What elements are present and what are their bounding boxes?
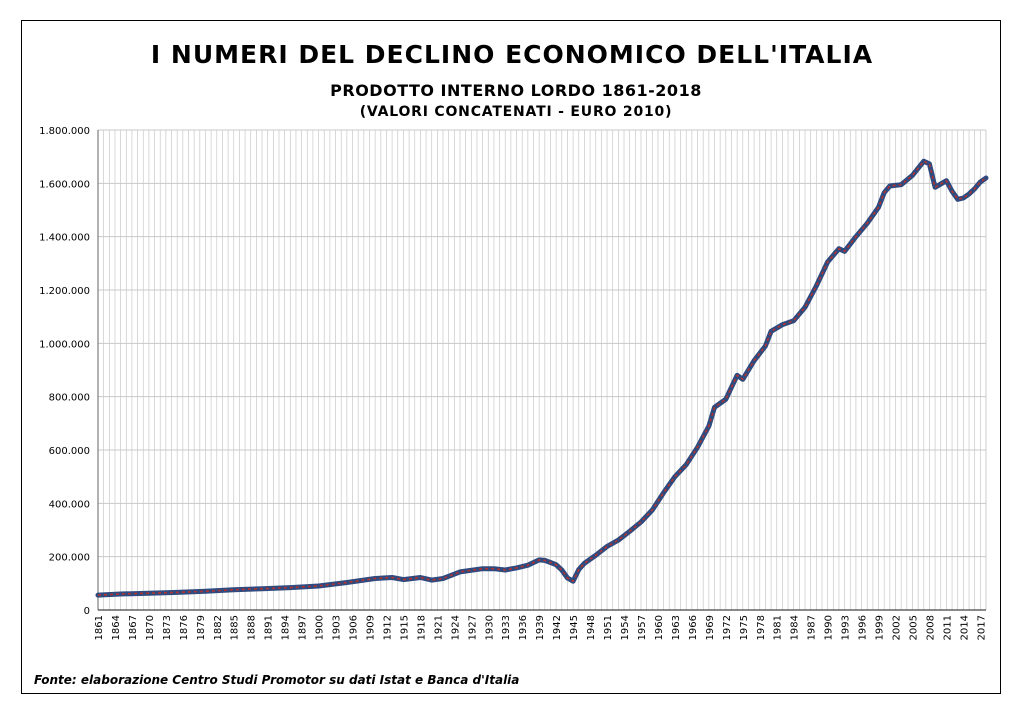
chart-title: I NUMERI DEL DECLINO ECONOMICO DELL'ITAL…	[150, 40, 874, 69]
x-tick-label: 1921	[433, 615, 444, 640]
grid-layer	[97, 129, 987, 611]
x-tick-label: 1882	[213, 615, 224, 640]
chart-subtitle: PRODOTTO INTERNO LORDO 1861-2018	[330, 81, 702, 100]
x-tick-label: 1999	[875, 615, 886, 640]
x-tick-label: 1864	[111, 615, 122, 640]
y-tick-label: 1.000.000	[39, 339, 90, 350]
x-tick-label: 1954	[620, 615, 631, 640]
x-tick-label: 1867	[128, 615, 139, 640]
x-tick-label: 2002	[892, 615, 903, 640]
x-tick-label: 1897	[298, 615, 309, 640]
y-tick-label: 1.400.000	[39, 233, 90, 244]
y-tick-label: 1.600.000	[39, 179, 90, 190]
x-tick-label: 1900	[315, 615, 326, 640]
x-tick-label: 1876	[179, 615, 190, 640]
x-tick-label: 1903	[332, 615, 343, 640]
x-tick-label: 1996	[858, 615, 869, 640]
x-tick-label: 1927	[467, 615, 478, 640]
x-tick-label: 1978	[756, 615, 767, 640]
x-tick-label: 1948	[586, 615, 597, 640]
gdp-series-line-inner	[97, 160, 987, 596]
x-tick-label: 1972	[722, 615, 733, 640]
x-tick-label: 1951	[603, 615, 614, 640]
x-tick-label: 1873	[162, 615, 173, 640]
line-layer	[95, 158, 989, 598]
x-tick-label: 1924	[450, 615, 461, 640]
y-tick-label: 800.000	[49, 393, 90, 404]
x-tick-label: 1930	[484, 615, 495, 640]
x-tick-label: 1891	[264, 615, 275, 640]
x-tick-label: 1894	[281, 615, 292, 640]
x-tick-label: 1984	[790, 615, 801, 640]
x-tick-label: 1993	[841, 615, 852, 640]
x-tick-label: 1912	[382, 615, 393, 640]
x-tick-label: 1936	[518, 615, 529, 640]
y-tick-label: 600.000	[49, 446, 90, 457]
x-tick-label: 1945	[569, 615, 580, 640]
x-tick-label: 1981	[773, 615, 784, 640]
chart-subtitle-units: (VALORI CONCATENATI - EURO 2010)	[359, 104, 673, 120]
x-tick-label: 1975	[739, 615, 750, 640]
x-tick-label: 1888	[247, 615, 258, 640]
y-tick-label: 200.000	[49, 553, 90, 564]
x-tick-label: 1933	[501, 615, 512, 640]
x-tick-label: 1870	[145, 615, 156, 640]
x-tick-label: 2011	[942, 615, 953, 640]
y-tick-label: 1.800.000	[39, 126, 90, 137]
source-note: Fonte: elaborazione Centro Studi Promoto…	[34, 673, 520, 687]
x-tick-label: 1990	[824, 615, 835, 640]
x-tick-label: 1957	[637, 615, 648, 640]
x-tick-label: 1918	[416, 615, 427, 640]
axis-layer: 0 200.000 400.000 600.000 800.000 1.000.000 1.…	[39, 126, 987, 640]
x-tick-label: 1861	[94, 615, 105, 640]
x-tick-label: 1987	[807, 615, 818, 640]
x-tick-label: 2017	[976, 615, 987, 640]
x-tick-label: 2005	[908, 615, 919, 640]
x-tick-label: 1879	[196, 615, 207, 640]
y-tick-label: 400.000	[49, 499, 90, 510]
x-tick-label: 1963	[671, 615, 682, 640]
y-tick-label: 0	[84, 606, 90, 617]
x-tick-label: 2008	[925, 615, 936, 640]
x-tick-label: 1939	[535, 615, 546, 640]
gdp-series-line	[95, 158, 989, 598]
x-tick-label: 1966	[688, 615, 699, 640]
x-tick-label: 1906	[349, 615, 360, 640]
x-tick-label: 1969	[705, 615, 716, 640]
x-tick-label: 2014	[959, 615, 970, 640]
x-tick-label: 1915	[399, 615, 410, 640]
y-tick-label: 1.200.000	[39, 286, 90, 297]
x-tick-label: 1909	[365, 615, 376, 640]
x-tick-label: 1960	[654, 615, 665, 640]
x-tick-label: 1885	[230, 615, 241, 640]
x-tick-label: 1942	[552, 615, 563, 640]
